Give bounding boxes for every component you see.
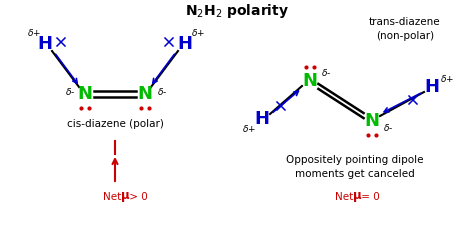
Text: H: H [425,78,439,96]
Text: $\delta$-: $\delta$- [65,85,75,97]
Text: $\delta$+: $\delta$+ [242,123,256,133]
Text: trans-diazene
(non-polar): trans-diazene (non-polar) [369,17,441,41]
Text: Oppositely pointing dipole
moments get canceled: Oppositely pointing dipole moments get c… [286,155,424,179]
Text: N: N [302,72,318,90]
Text: cis-diazene (polar): cis-diazene (polar) [66,119,164,129]
Text: Net: Net [335,192,356,202]
Text: $\delta$+: $\delta$+ [191,26,205,38]
Text: $\bf\mu$: $\bf\mu$ [120,190,130,204]
Text: $\delta$+: $\delta$+ [27,26,41,38]
Text: H: H [255,110,270,128]
Text: H: H [37,35,53,53]
Text: = 0: = 0 [358,192,380,202]
Text: Net: Net [103,192,125,202]
Text: $\delta$-: $\delta$- [157,85,167,97]
Text: H: H [177,35,192,53]
Text: N: N [365,112,380,130]
Text: > 0: > 0 [126,192,148,202]
Text: N: N [137,85,153,103]
Text: N: N [78,85,92,103]
Text: $\delta$-: $\delta$- [383,122,393,132]
Text: $\bf\mu$: $\bf\mu$ [352,190,362,204]
Text: $\delta$-: $\delta$- [321,66,331,77]
Text: $\delta$+: $\delta$+ [440,72,454,83]
Text: N$_2$H$_2$ polarity: N$_2$H$_2$ polarity [185,2,289,20]
